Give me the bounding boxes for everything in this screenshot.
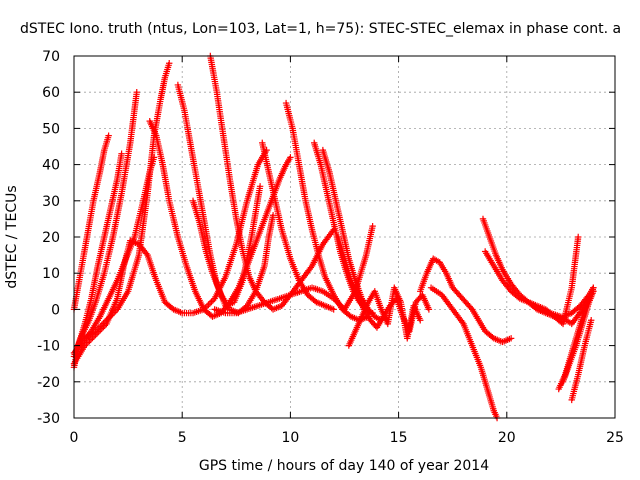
data-point	[507, 335, 515, 342]
data-point	[467, 304, 475, 312]
data-point	[575, 233, 582, 241]
x-tick-label: 5	[178, 430, 187, 446]
series-23	[559, 288, 597, 385]
y-tick-label: 60	[42, 85, 60, 101]
y-tick-label: 10	[42, 266, 60, 282]
y-tick-labels: -30 -20 -10 0 10 20 30 40 50 60 70	[37, 49, 60, 427]
series-18	[427, 284, 501, 422]
x-tick-label: 25	[606, 430, 624, 446]
data-point	[287, 154, 294, 161]
series-17	[417, 255, 515, 346]
series-12	[282, 99, 372, 324]
data-point	[208, 298, 215, 305]
series-20	[481, 233, 582, 328]
data-point	[166, 60, 173, 67]
y-tick-label: 40	[42, 158, 60, 174]
x-tick-label: 10	[281, 430, 299, 446]
x-axis-label: GPS time / hours of day 140 of year 2014	[199, 458, 489, 474]
data-point	[417, 317, 424, 324]
data-point	[269, 212, 277, 219]
data-point	[133, 89, 140, 96]
series-9	[207, 52, 337, 313]
y-tick-label: 50	[42, 121, 60, 137]
series-6	[146, 117, 294, 320]
data-point	[256, 183, 264, 190]
data-point	[118, 150, 125, 157]
y-tick-label: -20	[37, 375, 60, 391]
data-point	[425, 306, 433, 313]
data-point	[330, 306, 337, 313]
data-point	[105, 132, 112, 139]
y-tick-label: 30	[42, 194, 60, 210]
x-tick-labels: 0 5 10 15 20 25	[70, 430, 624, 446]
y-tick-label: 20	[42, 230, 60, 246]
axis-ticks	[73, 55, 616, 419]
x-tick-label: 15	[390, 430, 408, 446]
y-axis-label: dSTEC / TECUs	[4, 185, 20, 288]
y-tick-label: 0	[51, 302, 60, 318]
data-point	[206, 299, 214, 307]
series-0	[70, 132, 112, 313]
series-11	[259, 139, 337, 313]
y-tick-label: 70	[42, 49, 60, 65]
series-5	[81, 60, 173, 342]
x-tick-label: 0	[70, 430, 79, 446]
data-point	[587, 317, 595, 324]
chart-title: dSTEC Iono. truth (ntus, Lon=103, Lat=1,…	[20, 21, 621, 37]
series-16	[345, 284, 424, 349]
data-points	[70, 52, 597, 422]
y-tick-label: -10	[37, 339, 60, 355]
y-tick-label: -30	[37, 411, 60, 427]
data-point	[369, 222, 376, 230]
data-point	[205, 301, 212, 308]
series-8	[189, 197, 277, 317]
series-24	[568, 317, 595, 404]
data-point	[590, 288, 597, 295]
x-tick-label: 20	[498, 430, 516, 446]
